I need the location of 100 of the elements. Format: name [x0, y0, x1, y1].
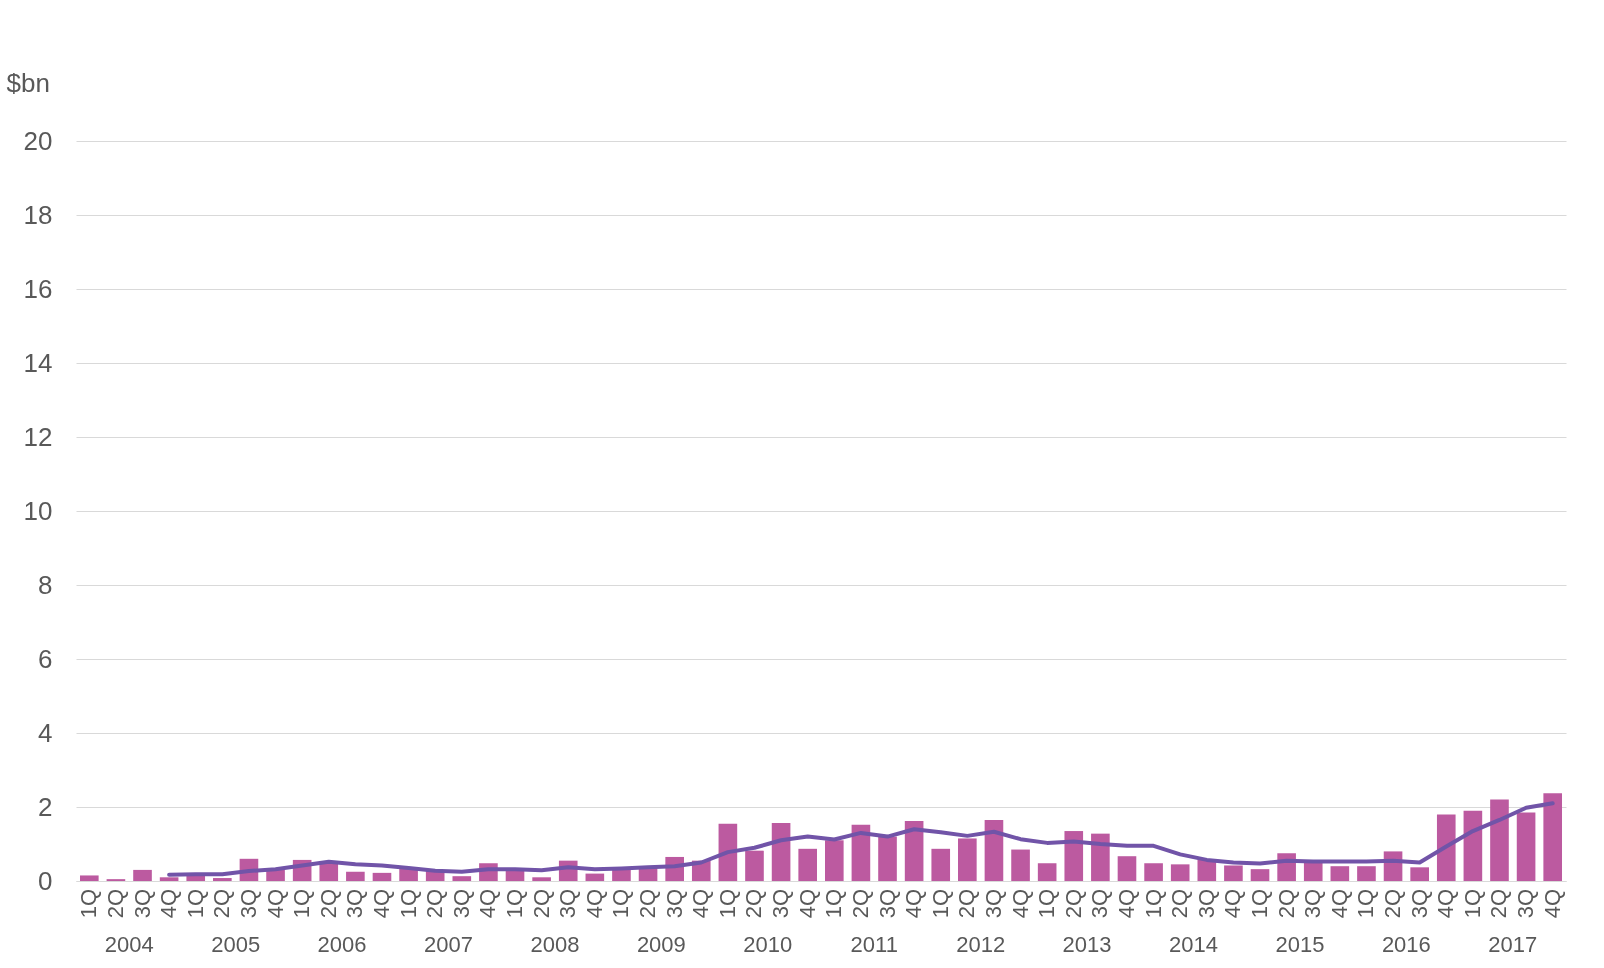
bar	[1117, 856, 1137, 881]
bar	[878, 836, 897, 881]
x-tick-label: 1Q	[395, 888, 421, 919]
text: 2015	[1275, 932, 1325, 957]
x-tick-label: 3Q	[874, 888, 900, 919]
y-tick-label: 18	[23, 199, 53, 230]
x-tick-label: 3Q	[1193, 888, 1219, 919]
line-series	[167, 801, 1555, 877]
y-tick-label: 8	[38, 569, 53, 600]
text: 2016	[1381, 932, 1431, 957]
x-tick-label: 2Q	[847, 888, 873, 919]
y-tick-label: 10	[23, 495, 53, 526]
x-tick-label: 2Q	[102, 888, 128, 919]
x-tick-label: 4Q	[368, 888, 394, 919]
y-tick-label: 4	[38, 717, 53, 748]
x-tick-label: 2Q	[422, 888, 448, 919]
x-tick-label: 1Q	[821, 888, 847, 919]
bar	[1516, 812, 1536, 881]
y-tick-label: 0	[38, 865, 53, 896]
text: 2004	[104, 932, 154, 957]
x-tick-label: 1Q	[1140, 888, 1166, 919]
bar	[931, 848, 951, 881]
bar	[452, 876, 472, 881]
x-tick-label: 3Q	[129, 888, 155, 919]
bar	[958, 838, 977, 881]
x-tick-label: 2Q	[209, 888, 235, 919]
x-tick-label: 3Q	[661, 888, 687, 919]
x-tick-label: 2Q	[954, 888, 980, 919]
x-tick-label: 1Q	[927, 888, 953, 919]
bar	[1490, 799, 1509, 881]
bar	[1303, 860, 1323, 881]
x-tick-label: 2Q	[1486, 888, 1512, 919]
x-tick-label: 2Q	[741, 888, 767, 919]
x-tick-label: 3Q	[1087, 888, 1113, 919]
x-tick-label: 1Q	[714, 888, 740, 919]
x-tick-label: 3Q	[448, 888, 474, 919]
x-tick-label: 3Q	[1513, 888, 1539, 919]
bar	[1357, 866, 1376, 881]
text: 2013	[1062, 932, 1112, 957]
x-tick-label: 2Q	[1273, 888, 1299, 919]
x-tick-label: 3Q	[342, 888, 368, 919]
bar	[1197, 859, 1217, 881]
bar	[1224, 865, 1243, 881]
x-tick-label: 1Q	[1353, 888, 1379, 919]
bar	[159, 877, 179, 881]
bar	[904, 821, 924, 881]
y-tick-label: 12	[23, 421, 53, 452]
bar	[1543, 793, 1563, 881]
bar	[266, 869, 285, 881]
bar	[346, 871, 365, 881]
x-tick-label: 3Q	[768, 888, 794, 919]
x-tick-label: 3Q	[1406, 888, 1432, 919]
y-tick-label: 2	[38, 791, 53, 822]
x-tick-label: 1Q	[1247, 888, 1273, 919]
x-tick-label: 2Q	[635, 888, 661, 919]
bar	[1091, 833, 1110, 881]
x-tick-label: 2Q	[315, 888, 341, 919]
bar	[771, 822, 791, 881]
x-tick-label: 4Q	[794, 888, 820, 919]
bar	[824, 840, 844, 881]
x-tick-label: 2Q	[1060, 888, 1086, 919]
x-tick-label: 3Q	[980, 888, 1006, 919]
bar	[1064, 831, 1084, 881]
bar	[1037, 863, 1057, 881]
x-tick-label: 4Q	[262, 888, 288, 919]
bar	[1170, 864, 1190, 881]
x-tick-label: 1Q	[76, 888, 102, 919]
x-tick-label: 1Q	[1459, 888, 1485, 919]
x-tick-label: 2Q	[528, 888, 554, 919]
bar	[372, 872, 392, 881]
x-tick-label: 4Q	[901, 888, 927, 919]
text: 2010	[743, 932, 793, 957]
x-tick-label: 4Q	[1433, 888, 1459, 919]
x-tick-label: 3Q	[555, 888, 581, 919]
text: 2011	[850, 932, 898, 957]
x-tick-label: 2Q	[1380, 888, 1406, 919]
y-tick-label: 14	[23, 347, 53, 378]
x-tick-label: 4Q	[1113, 888, 1139, 919]
bar	[745, 850, 764, 881]
text: 2008	[530, 932, 580, 957]
bar	[1436, 814, 1456, 881]
y-tick-label: 6	[38, 643, 53, 674]
bar	[984, 819, 1004, 881]
x-tick-label: 1Q	[1034, 888, 1060, 919]
bar	[133, 869, 152, 881]
y-tick-label: 16	[23, 273, 53, 304]
x-tick-label: 4Q	[688, 888, 714, 919]
bar	[585, 873, 605, 881]
text: 2017	[1488, 932, 1538, 957]
x-tick-label: 1Q	[608, 888, 634, 919]
x-tick-label: 2Q	[1167, 888, 1193, 919]
text: 2007	[424, 932, 473, 957]
bar	[399, 868, 418, 881]
bar	[1250, 869, 1270, 881]
y-axis-title: $bn	[6, 67, 50, 98]
text: 2014	[1169, 932, 1218, 957]
x-tick-label: 3Q	[235, 888, 261, 919]
text: 2009	[636, 932, 686, 957]
bar	[1410, 867, 1429, 881]
bar	[798, 848, 818, 881]
